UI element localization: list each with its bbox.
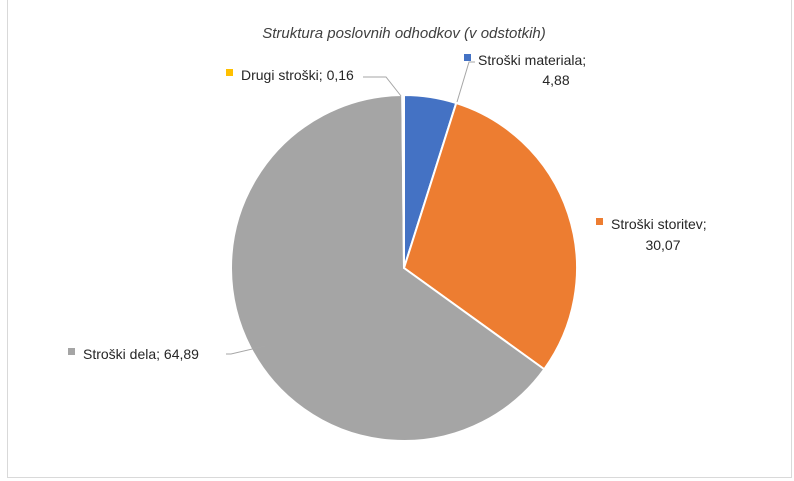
chart-title: Struktura poslovnih odhodkov (v odstotki… [262,25,545,42]
data-label-category: Stroški storitev; [611,216,707,232]
pie-slice-stro-ki-dela [230,94,546,442]
pie-slices [230,94,579,442]
label-color-marker [226,69,233,76]
leader-line [456,61,475,103]
data-label: Stroški dela; 64,89 [83,346,199,362]
data-label-category: Stroški materiala; [478,52,586,68]
leader-lines [226,61,475,355]
data-label-value: 30,07 [645,237,680,253]
label-color-marker [68,348,75,355]
label-color-marker [464,54,471,61]
leader-line [363,76,402,97]
pie-slice-drugi-stro-ki [401,94,405,269]
leader-line [226,345,266,355]
data-label-value: 4,88 [542,72,569,88]
pie-chart: Struktura poslovnih odhodkov (v odstotki… [68,25,707,442]
label-color-marker [596,218,603,225]
data-label: Drugi stroški; 0,16 [241,67,354,83]
chart-frame: Struktura poslovnih odhodkov (v odstotki… [7,0,792,478]
data-labels: Stroški materiala; 4,88 Stroški storitev; 3… [68,52,707,362]
pie-slice-stro-ki-storitev [403,102,579,371]
